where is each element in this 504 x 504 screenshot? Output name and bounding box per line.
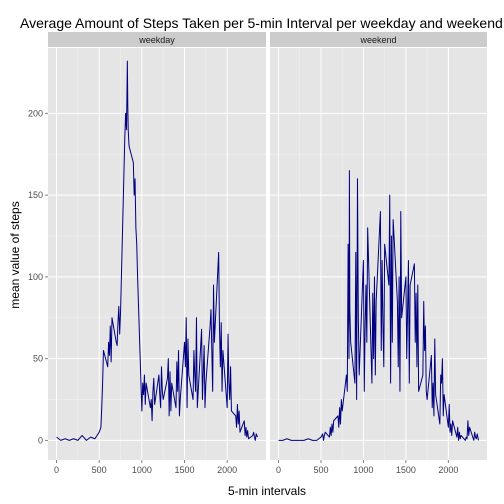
y-axis-title: mean value of steps [8, 201, 22, 308]
y-tick-label: 150 [28, 190, 43, 200]
x-tick-label: 1500 [175, 465, 195, 475]
facet-panel-weekday: weekday 0 500 1000 1500 2000 [48, 32, 266, 475]
series-line-weekend [278, 170, 480, 441]
x-tick-label: 1500 [396, 465, 416, 475]
strip-weekday [48, 32, 266, 47]
y-tick-label: 200 [28, 108, 43, 118]
x-axis-title: 5-min intervals [228, 484, 306, 498]
panels: weekday 0 500 1000 1500 2000 weekend 0 500 1000 15… [48, 32, 487, 475]
x-tick-label: 0 [54, 465, 59, 475]
x-tick-label: 1000 [353, 465, 373, 475]
chart-title: Average Amount of Steps Taken per 5-min … [20, 15, 503, 31]
y-tick-label: 100 [28, 272, 43, 282]
x-tick-label: 500 [92, 465, 107, 475]
panel-background [48, 48, 266, 460]
x-tick-label: 500 [313, 465, 328, 475]
x-tick-label: 2000 [217, 465, 237, 475]
strip-weekend [270, 32, 487, 47]
x-tick-label: 1000 [132, 465, 152, 475]
facet-panel-weekend: weekend 0 500 1000 1500 2000 [270, 32, 487, 475]
series-line-weekday [56, 60, 258, 441]
y-tick-label: 0 [38, 435, 43, 445]
y-axis: 0 50 100 150 200 [28, 108, 48, 445]
x-tick-label: 0 [276, 465, 281, 475]
y-tick-label: 50 [33, 354, 43, 364]
strip-label-weekend: weekend [359, 35, 396, 45]
strip-label-weekday: weekday [138, 35, 175, 45]
x-tick-label: 2000 [438, 465, 458, 475]
